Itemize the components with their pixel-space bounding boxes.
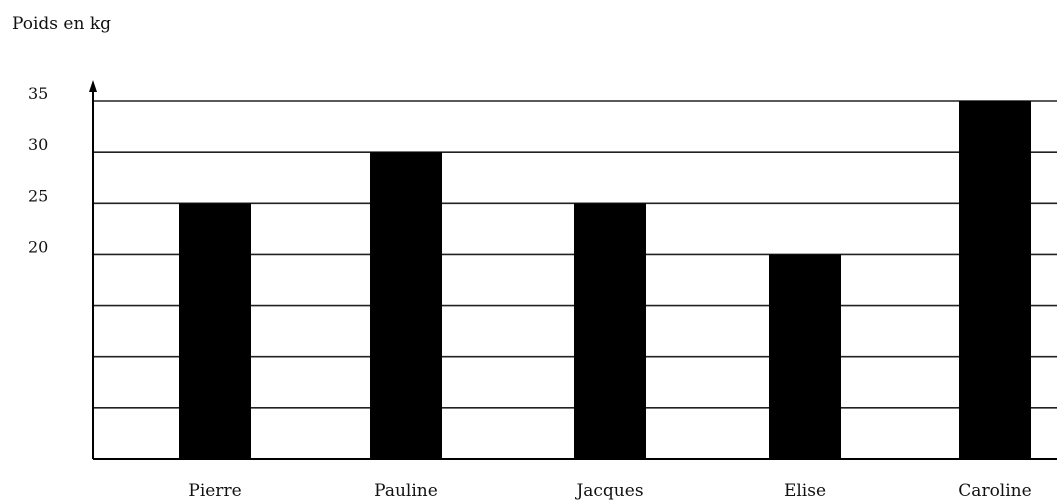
bar-pauline [370, 152, 442, 459]
x-tick-label: Pauline [374, 481, 438, 501]
x-tick-label: Caroline [958, 481, 1031, 501]
x-tick-label: Pierre [188, 481, 241, 501]
y-axis-label: Poids en kg [12, 14, 112, 34]
axes [89, 80, 1057, 460]
y-axis-arrow-icon [89, 80, 97, 92]
x-tick-labels: Pierre Pauline Jacques Elise Caroline [188, 481, 1031, 501]
y-tick-label: 20 [28, 237, 48, 256]
bar-jacques [574, 203, 646, 459]
bar-pierre [179, 203, 251, 459]
bar-elise [769, 254, 841, 459]
y-tick-label: 30 [28, 135, 48, 154]
x-tick-label: Jacques [574, 481, 643, 501]
y-tick-labels: 20 25 30 35 [28, 84, 48, 256]
y-tick-label: 25 [28, 186, 48, 205]
bars [179, 101, 1031, 459]
y-tick-label: 35 [28, 84, 48, 103]
x-tick-label: Elise [784, 481, 826, 501]
bar-caroline [959, 101, 1031, 459]
